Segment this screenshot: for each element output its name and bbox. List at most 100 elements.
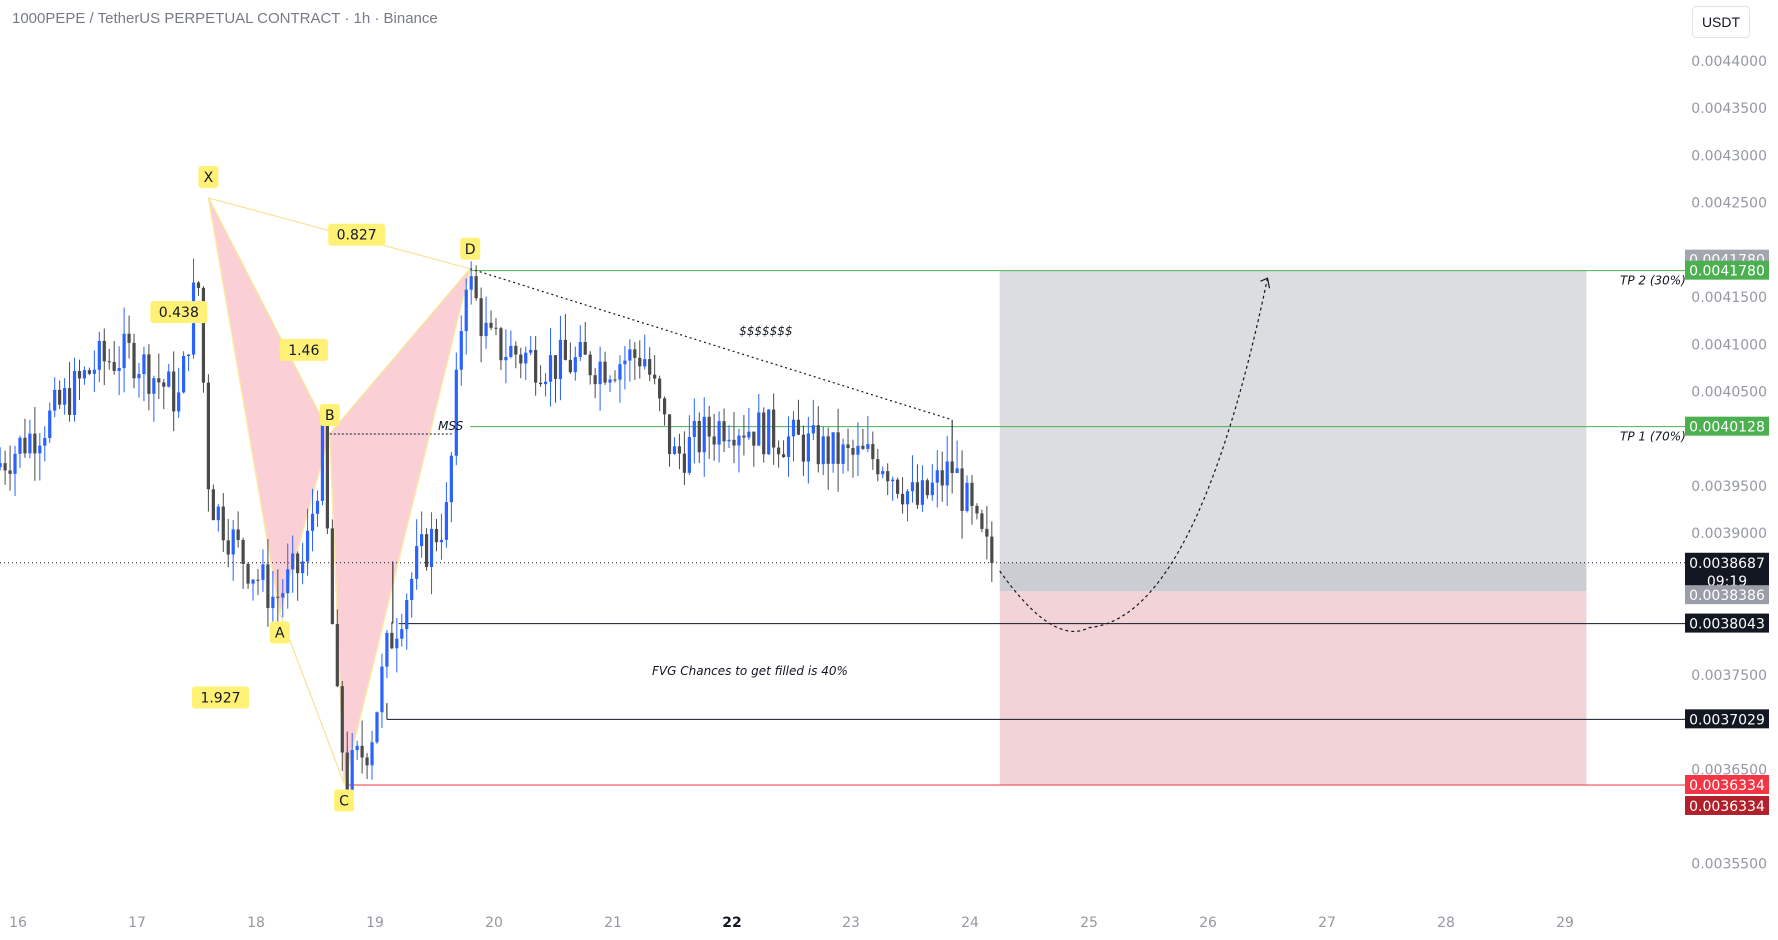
candle-body bbox=[147, 354, 151, 394]
candle-body bbox=[469, 276, 473, 290]
candle-body bbox=[330, 528, 334, 624]
candle-body bbox=[697, 420, 701, 453]
candle-body bbox=[157, 378, 161, 383]
candle-body bbox=[737, 435, 741, 446]
candle-body bbox=[702, 416, 706, 453]
candle-body bbox=[479, 298, 483, 337]
point-label-x: X bbox=[204, 170, 214, 186]
candle-body bbox=[658, 378, 662, 399]
candle-body bbox=[152, 378, 156, 394]
candle-body bbox=[226, 540, 230, 555]
candle-body bbox=[241, 539, 245, 564]
y-tick-label: 0.0039000 bbox=[1691, 526, 1767, 542]
x-tick-label: 16 bbox=[9, 915, 27, 931]
candle-body bbox=[732, 439, 736, 446]
candle-body bbox=[514, 345, 518, 355]
x-tick-label: 22 bbox=[722, 915, 741, 931]
x-tick-label: 17 bbox=[128, 915, 146, 931]
ratio-label: 1.46 bbox=[288, 343, 319, 359]
price-tag-text: 0.0036334 bbox=[1689, 799, 1765, 815]
candle-body bbox=[896, 479, 900, 494]
candle-body bbox=[211, 489, 215, 521]
candle-body bbox=[420, 534, 424, 547]
candle-body bbox=[122, 333, 126, 369]
candle-body bbox=[320, 425, 325, 501]
x-tick-label: 27 bbox=[1318, 915, 1336, 931]
candle-body bbox=[395, 638, 399, 649]
candle-body bbox=[494, 327, 498, 329]
candle-body bbox=[246, 563, 250, 584]
candle-body bbox=[77, 371, 82, 379]
price-tag bbox=[1685, 416, 1769, 436]
candle-body bbox=[236, 529, 240, 540]
candle-body bbox=[672, 446, 677, 455]
harmonic-triangle-bcd bbox=[329, 268, 471, 784]
candle-body bbox=[915, 482, 920, 505]
candle-body bbox=[132, 342, 136, 379]
candle-body bbox=[48, 410, 52, 439]
candle-body bbox=[831, 432, 835, 464]
candle-body bbox=[117, 368, 121, 371]
candle-body bbox=[405, 600, 409, 630]
candle-body bbox=[846, 444, 850, 449]
candle-body bbox=[539, 382, 543, 385]
candle-body bbox=[613, 379, 617, 381]
y-tick-label: 0.0041500 bbox=[1691, 290, 1767, 306]
candle-body bbox=[67, 388, 72, 415]
candle-body bbox=[519, 354, 523, 364]
candle-body bbox=[444, 502, 448, 540]
candle-body bbox=[930, 482, 934, 496]
candle-body bbox=[573, 357, 577, 373]
candle-body bbox=[717, 421, 721, 445]
stop-loss-zone bbox=[999, 591, 1587, 785]
harmonic-connector bbox=[279, 613, 345, 784]
candle-body bbox=[464, 289, 468, 332]
x-tick-label: 28 bbox=[1437, 915, 1455, 931]
candle-body bbox=[841, 444, 845, 464]
candle-body bbox=[53, 389, 57, 411]
candle-body bbox=[881, 471, 885, 475]
candle-body bbox=[8, 470, 12, 474]
candle-body bbox=[752, 431, 756, 446]
candle-body bbox=[474, 276, 478, 299]
symbol-title: 1000PEPE / TetherUS PERPETUAL CONTRACT ·… bbox=[12, 10, 438, 27]
candle-body bbox=[375, 712, 379, 743]
currency-button[interactable]: USDT bbox=[1692, 6, 1750, 38]
candle-body bbox=[216, 506, 220, 521]
candle-body bbox=[563, 339, 567, 360]
candle-body bbox=[172, 371, 176, 412]
candle-body bbox=[578, 342, 582, 358]
candle-body bbox=[206, 382, 210, 490]
x-tick-label: 25 bbox=[1080, 915, 1098, 931]
candle-body bbox=[296, 553, 300, 574]
candle-body bbox=[72, 371, 77, 415]
price-tag-text: 0.0037029 bbox=[1689, 712, 1765, 728]
candle-body bbox=[385, 632, 389, 667]
tp2-label: TP 2 (30%) bbox=[1620, 274, 1686, 288]
x-tick-label: 18 bbox=[247, 915, 265, 931]
x-tick-label: 20 bbox=[485, 915, 503, 931]
candle-body bbox=[271, 596, 275, 609]
candle-body bbox=[429, 528, 434, 567]
candle-body bbox=[588, 354, 592, 376]
candle-body bbox=[28, 433, 32, 454]
candle-body bbox=[821, 436, 825, 465]
candle-body bbox=[325, 425, 329, 529]
point-label-d-box bbox=[460, 237, 481, 260]
liquidity-label: $$$$$$$ bbox=[739, 324, 792, 338]
candle-body bbox=[310, 513, 315, 531]
y-tick-label: 0.0044000 bbox=[1691, 54, 1767, 70]
candle-body bbox=[861, 445, 865, 449]
candle-body bbox=[653, 374, 657, 379]
candle-body bbox=[608, 379, 612, 383]
price-tag bbox=[1685, 552, 1769, 591]
candle-body bbox=[0, 463, 2, 468]
candle-body bbox=[742, 435, 746, 438]
candle-body bbox=[558, 339, 563, 379]
candle-body bbox=[618, 364, 622, 380]
candle-body bbox=[112, 362, 116, 371]
candle-body bbox=[920, 480, 924, 505]
harmonic-connector bbox=[329, 268, 471, 435]
price-tag-text: 0.0038386 bbox=[1689, 588, 1765, 604]
